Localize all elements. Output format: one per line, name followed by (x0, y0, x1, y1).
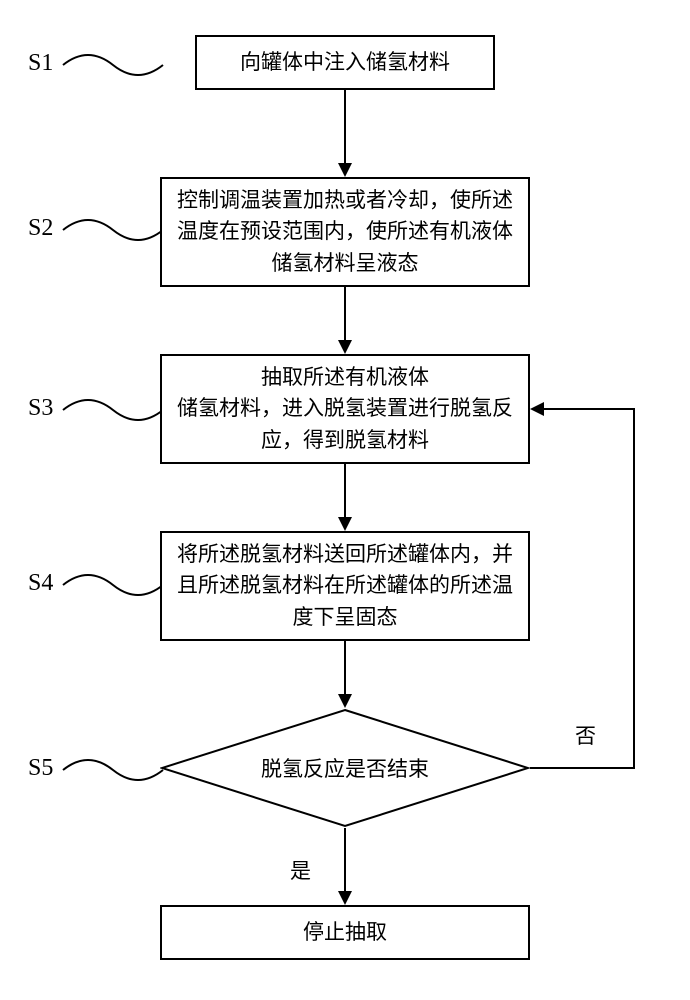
node-s4: 将所述脱氢材料送回所述罐体内，并且所述脱氢材料在所述罐体的所述温度下呈固态 (160, 531, 530, 641)
step-label-s3: S3 (28, 395, 53, 422)
node-s4-text: 将所述脱氢材料送回所述罐体内，并且所述脱氢材料在所述罐体的所述温度下呈固态 (174, 539, 516, 634)
node-s1-text: 向罐体中注入储氢材料 (240, 47, 450, 79)
arrow-2-3-head (338, 340, 352, 354)
wave-s3 (58, 395, 168, 425)
no-v (633, 408, 635, 769)
no-h1 (530, 767, 635, 769)
arrow-1-2 (344, 90, 346, 165)
node-s3-text: 抽取所述有机液体 储氢材料，进入脱氢装置进行脱氢反应，得到脱氢材料 (174, 362, 516, 457)
node-s2-text: 控制调温装置加热或者冷却，使所述温度在预设范围内，使所述有机液体储氢材料呈液态 (174, 185, 516, 280)
step-label-s2: S2 (28, 215, 53, 242)
edge-yes-label: 是 (290, 855, 311, 885)
arrow-5-6-head (338, 891, 352, 905)
node-s3: 抽取所述有机液体 储氢材料，进入脱氢装置进行脱氢反应，得到脱氢材料 (160, 354, 530, 464)
step-label-s5: S5 (28, 755, 53, 782)
arrow-1-2-head (338, 163, 352, 177)
wave-s2 (58, 215, 168, 245)
decision-s5-text: 脱氢反应是否结束 (160, 753, 530, 783)
node-stop-text: 停止抽取 (303, 917, 387, 949)
wave-s4 (58, 570, 168, 600)
arrow-4-5-head (338, 694, 352, 708)
wave-s1 (58, 50, 168, 80)
no-h2 (544, 408, 635, 410)
arrow-3-4-head (338, 517, 352, 531)
step-label-s1: S1 (28, 50, 53, 77)
arrow-4-5 (344, 641, 346, 696)
wave-s5 (58, 755, 168, 785)
step-label-s4: S4 (28, 570, 53, 597)
node-s2: 控制调温装置加热或者冷却，使所述温度在预设范围内，使所述有机液体储氢材料呈液态 (160, 177, 530, 287)
arrow-3-4 (344, 464, 346, 519)
node-stop: 停止抽取 (160, 905, 530, 960)
arrow-2-3 (344, 287, 346, 342)
decision-s5: 脱氢反应是否结束 (160, 708, 530, 828)
node-s1: 向罐体中注入储氢材料 (195, 35, 495, 90)
arrow-5-6 (344, 828, 346, 893)
edge-no-label: 否 (575, 720, 596, 750)
no-head (530, 402, 544, 416)
